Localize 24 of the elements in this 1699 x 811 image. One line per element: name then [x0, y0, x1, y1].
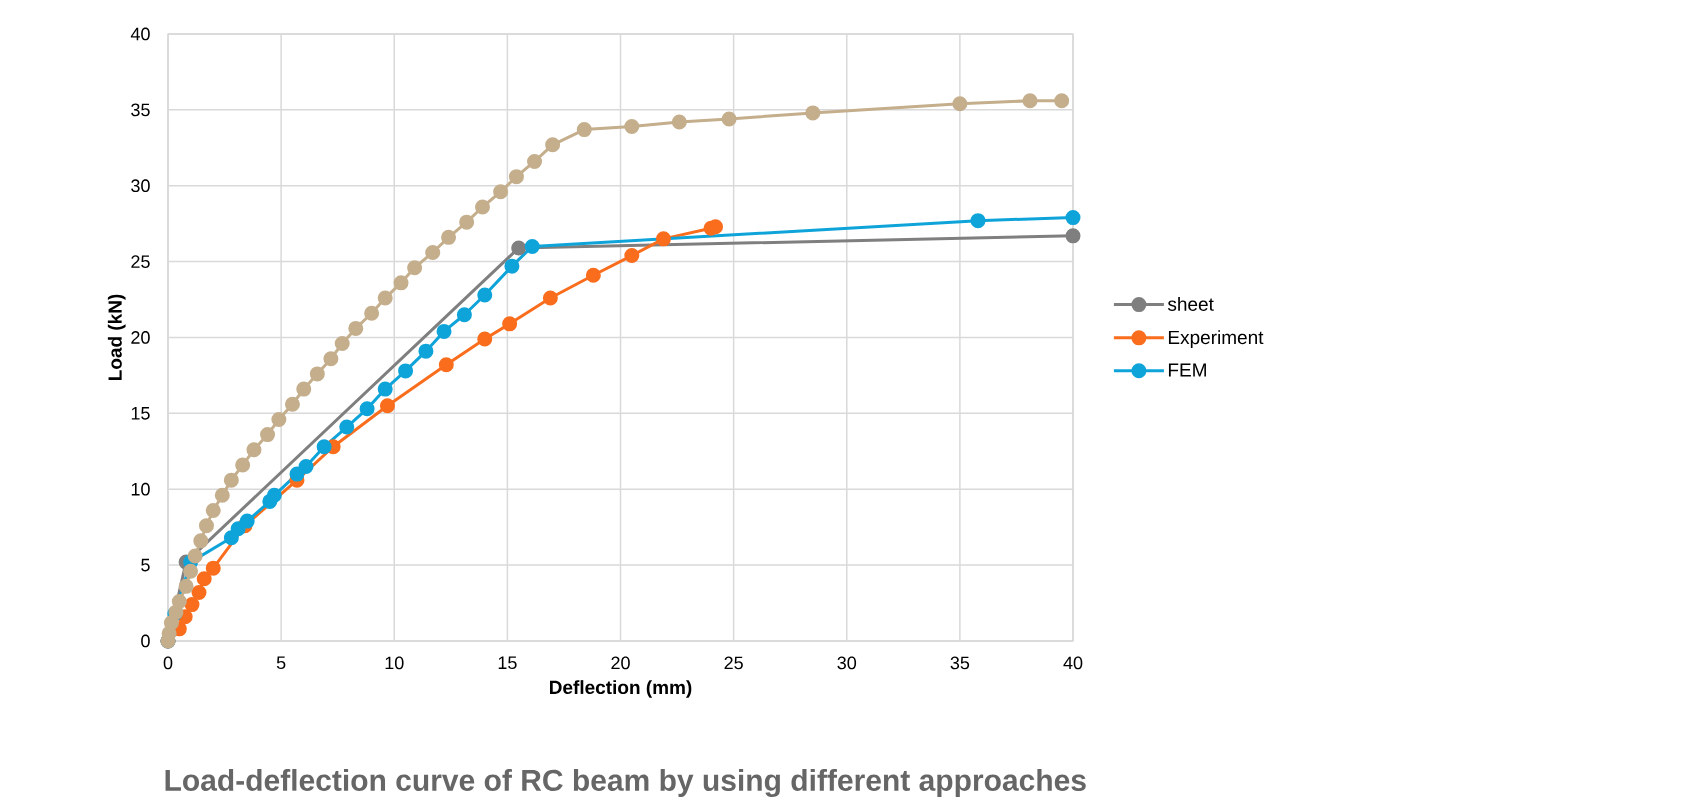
legend-label: FEM — [1168, 363, 1206, 377]
x-tick-label: 15 — [498, 656, 517, 670]
x-tick-label: 5 — [276, 656, 286, 670]
y-tick-label: 25 — [131, 255, 150, 268]
y-tick-label: 0 — [141, 634, 150, 648]
x-tick-label: 10 — [385, 656, 404, 670]
y-tick-label: 20 — [131, 331, 150, 344]
y-tick-label: 35 — [131, 103, 150, 117]
y-tick-label: 5 — [141, 558, 150, 572]
y-tick-label: 30 — [131, 179, 150, 193]
x-tick-label: 20 — [611, 656, 630, 670]
y-axis-title: Load (kN) — [107, 294, 126, 381]
y-tick-label: 40 — [130, 27, 150, 41]
x-tick-label: 35 — [950, 656, 970, 670]
x-tick-label: 40 — [1063, 656, 1083, 670]
legend-label: sheet — [1167, 296, 1214, 311]
x-tick-label: 0 — [163, 656, 173, 670]
text: Load-deflection curve of RC beam by using different approaches — [165, 768, 1086, 798]
x-axis-title: Deflection (mm) — [549, 680, 692, 698]
x-tick-label: 25 — [724, 656, 743, 670]
legend-label: Experiment — [1168, 330, 1264, 348]
y-tick-label: 15 — [131, 407, 150, 420]
x-tick-label: 30 — [837, 656, 857, 670]
y-tick-label: 10 — [131, 482, 150, 496]
